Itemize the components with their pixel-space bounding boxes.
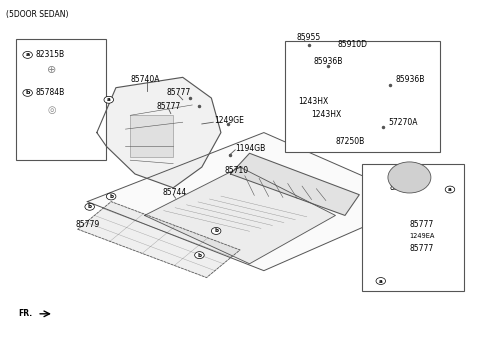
Text: 85740A: 85740A: [130, 74, 160, 84]
Circle shape: [23, 52, 33, 58]
Circle shape: [376, 278, 385, 284]
Text: a: a: [448, 187, 452, 192]
Text: 85777: 85777: [166, 88, 190, 97]
Text: 85777: 85777: [409, 220, 433, 229]
Text: b: b: [197, 253, 202, 258]
Text: 1194GB: 1194GB: [235, 144, 265, 153]
Circle shape: [195, 252, 204, 259]
Circle shape: [211, 228, 221, 235]
Bar: [285, 41, 441, 152]
Text: 85936B: 85936B: [313, 57, 342, 66]
Polygon shape: [87, 133, 421, 271]
Circle shape: [107, 193, 116, 200]
Text: (5DOOR SEDAN): (5DOOR SEDAN): [6, 10, 69, 19]
Polygon shape: [97, 77, 221, 188]
Text: a: a: [379, 278, 383, 284]
Circle shape: [388, 162, 431, 193]
Text: 85730A: 85730A: [389, 183, 419, 192]
Circle shape: [445, 186, 455, 193]
Polygon shape: [321, 74, 407, 112]
Text: b: b: [88, 204, 92, 209]
Text: 85910D: 85910D: [338, 40, 368, 49]
Polygon shape: [230, 153, 360, 215]
Text: 1243HX: 1243HX: [312, 110, 342, 119]
Text: 1243HX: 1243HX: [298, 97, 328, 106]
Text: 85936B: 85936B: [395, 74, 424, 84]
Text: b: b: [214, 228, 218, 234]
Polygon shape: [376, 177, 452, 288]
Text: 87250B: 87250B: [336, 137, 365, 146]
Text: FR.: FR.: [18, 309, 33, 318]
Text: 85779: 85779: [75, 220, 100, 229]
Text: 85744: 85744: [163, 189, 187, 197]
Circle shape: [104, 96, 114, 103]
Text: ⊕: ⊕: [47, 65, 56, 76]
Text: 85955: 85955: [296, 33, 321, 42]
Bar: [130, 115, 173, 157]
Polygon shape: [336, 77, 383, 98]
Text: 1249EA: 1249EA: [409, 233, 435, 239]
Text: 85710: 85710: [224, 166, 248, 175]
Text: 1249GE: 1249GE: [214, 116, 244, 125]
Text: b: b: [109, 194, 113, 199]
Text: ◎: ◎: [47, 105, 56, 115]
Text: 85777: 85777: [156, 102, 181, 111]
Polygon shape: [144, 167, 336, 264]
Text: b: b: [25, 90, 30, 95]
Text: 82315B: 82315B: [36, 50, 65, 60]
Bar: [16, 39, 107, 160]
Circle shape: [85, 203, 95, 210]
Text: 85777: 85777: [409, 244, 433, 253]
Polygon shape: [304, 60, 421, 119]
Circle shape: [23, 89, 33, 96]
Text: 85784B: 85784B: [36, 88, 65, 97]
Polygon shape: [78, 201, 240, 278]
Text: a: a: [107, 97, 110, 102]
Text: a: a: [25, 53, 30, 57]
Text: 57270A: 57270A: [388, 118, 418, 127]
Bar: [362, 164, 464, 291]
